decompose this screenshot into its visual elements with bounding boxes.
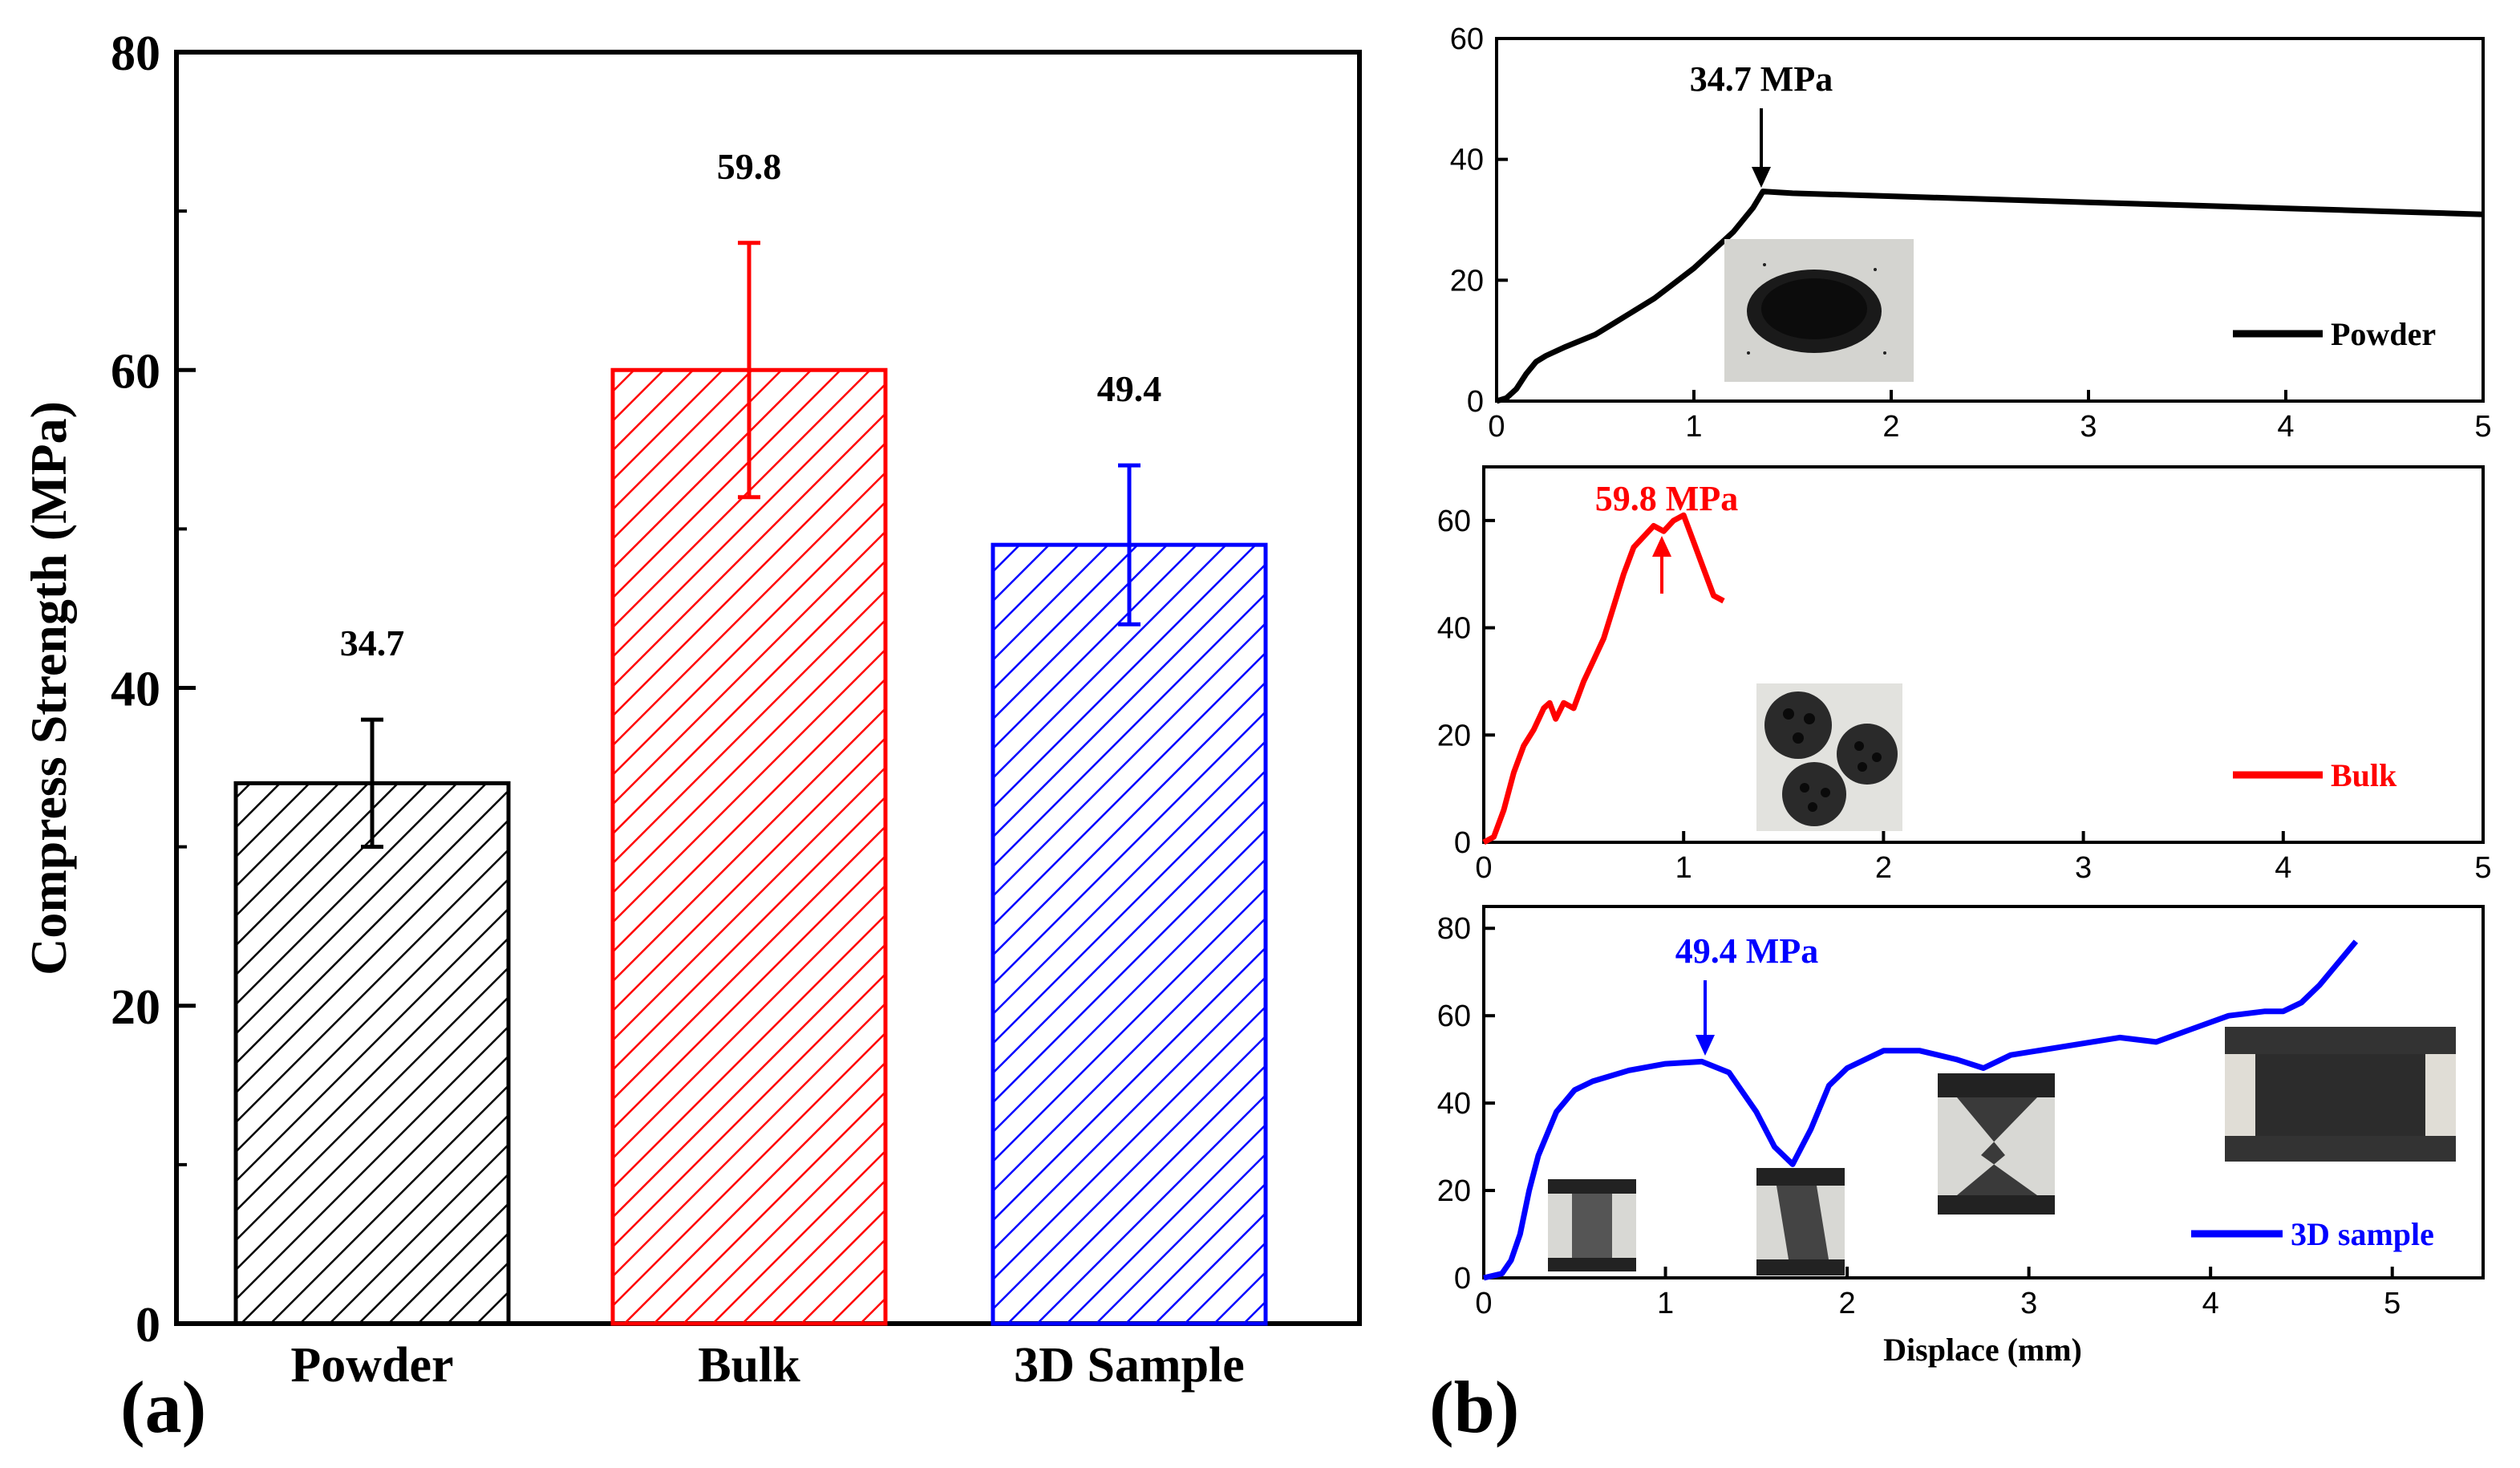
y-tick-label: 40 [1437,612,1471,646]
panel-b-bottom: 0 1 2 3 4 5 0 20 40 60 80 [1437,905,2485,1368]
panel-b-top-ticks: 0 1 2 3 4 5 0 20 40 60 [1450,22,2492,444]
x-tick-label: 3 [2080,410,2097,444]
x-tick-label: 0 [1475,851,1492,885]
x-tick-label: 5 [2384,1287,2400,1320]
bulk-photo [1756,683,1902,831]
y-tick-label: 80 [1437,912,1471,946]
sample-photo-2 [1756,1168,1845,1275]
panel-b-middle-annotation: 59.8 MPa [1595,479,1738,594]
panel-b-bottom-frame [1482,905,2485,1279]
panel-b-middle-annotation-text: 59.8 MPa [1595,479,1738,518]
panel-b-label: (b) [1429,1366,1519,1448]
y-tick-label: 20 [1437,719,1471,752]
x-tick-label: 2 [1882,410,1899,444]
x-category-label: Bulk [698,1338,800,1393]
panel-b-top-annotation-text: 34.7 MPa [1690,59,1833,99]
panel-a-y-tick-label: 80 [111,26,160,81]
panel-a: 0 20 40 60 80 34.7 Powder 59.8 Bulk 49.4 3D Sampl… [20,26,1362,1448]
panel-b-bottom-annotation: 49.4 MPa [1675,931,1818,1056]
panel-b-bottom-annotation-text: 49.4 MPa [1675,931,1818,971]
x-tick-label: 4 [2277,410,2294,444]
powder-photo [1724,239,1914,382]
panel-a-y-tick-label: 40 [111,663,160,717]
y-tick-label: 40 [1450,144,1484,177]
x-tick-label: 2 [1839,1287,1856,1320]
x-tick-label: 5 [2474,410,2491,444]
panel-b-middle-frame [1482,465,2485,844]
y-tick-label: 40 [1437,1087,1471,1121]
y-tick-label: 0 [1454,826,1471,860]
sample-photos [1548,1027,2456,1275]
arrow-down-icon [1752,167,1771,188]
x-tick-label: 3 [2075,851,2092,885]
x-tick-label: 3 [2020,1287,2037,1320]
bar-data-label: 59.8 [717,146,782,187]
panel-b-middle-ticks: 0 1 2 3 4 5 0 20 40 60 [1437,505,2492,885]
sample-photo-3 [1938,1073,2055,1215]
panel-b-middle-bulk-line [1482,512,1725,846]
bar-3d-sample [991,542,1268,1326]
arrow-down-icon [1696,1035,1715,1056]
panel-b-top-frame [1495,37,2485,403]
panel-a-y-tick-label: 20 [111,980,160,1035]
y-tick-label: 60 [1450,22,1484,56]
x-tick-label: 4 [2202,1287,2219,1320]
panel-b-bottom-legend: 3D sample [2191,1216,2434,1252]
panel-a-bars: 34.7 Powder 59.8 Bulk 49.4 3D Sample [233,146,1268,1393]
panel-b-x-axis-label: Displace (mm) [1883,1332,2082,1368]
y-tick-label: 0 [1467,385,1484,419]
panel-a-y-ticks: 0 20 40 60 80 [111,26,196,1352]
x-tick-label: 2 [1875,851,1892,885]
y-tick-label: 60 [1437,1000,1471,1033]
arrow-up-icon [1652,536,1671,557]
panel-b-middle-legend: Bulk [2233,757,2397,793]
bar-bulk [610,367,888,1326]
x-category-label: Powder [290,1338,453,1393]
panel-b-top-legend: Powder [2233,316,2436,352]
bar-powder [233,781,511,1326]
panel-b-bottom-3d-sample-line [1483,939,2359,1281]
panel-b-top: 0 1 2 3 4 5 0 20 40 60 34.7 MPa Powder [1450,22,2492,444]
x-category-label: 3D Sample [1014,1338,1245,1393]
panel-a-y-tick-label: 60 [111,344,160,399]
bar-data-label: 34.7 [340,622,405,663]
x-tick-label: 0 [1475,1287,1492,1320]
panel-b-top-powder-line [1495,189,2484,404]
panel-b-top-legend-label: Powder [2331,316,2436,352]
panel-b-middle-legend-label: Bulk [2331,757,2397,793]
sample-photo-4 [2225,1027,2456,1162]
sample-photo-1 [1548,1179,1636,1271]
x-tick-label: 5 [2474,851,2491,885]
y-tick-label: 0 [1454,1262,1471,1296]
panel-b-bottom-ticks: 0 1 2 3 4 5 0 20 40 60 80 [1437,912,2401,1320]
panel-b-middle: 0 1 2 3 4 5 0 20 40 60 59.8 MPa Bulk [1437,465,2492,885]
x-tick-label: 4 [2275,851,2291,885]
panel-b-top-annotation: 34.7 MPa [1690,59,1833,188]
y-tick-label: 20 [1437,1174,1471,1208]
x-tick-label: 1 [1657,1287,1674,1320]
y-tick-label: 60 [1437,505,1471,538]
panel-a-label: (a) [120,1366,206,1448]
bar-data-label: 49.4 [1097,368,1162,409]
panel-a-y-tick-label: 0 [136,1298,160,1352]
x-tick-label: 1 [1675,851,1692,885]
x-tick-label: 0 [1488,410,1505,444]
panel-b-bottom-legend-label: 3D sample [2291,1216,2434,1252]
y-tick-label: 20 [1450,264,1484,298]
panel-a-y-axis-label: Compress Strength (MPa) [20,401,77,975]
x-tick-label: 1 [1685,410,1702,444]
